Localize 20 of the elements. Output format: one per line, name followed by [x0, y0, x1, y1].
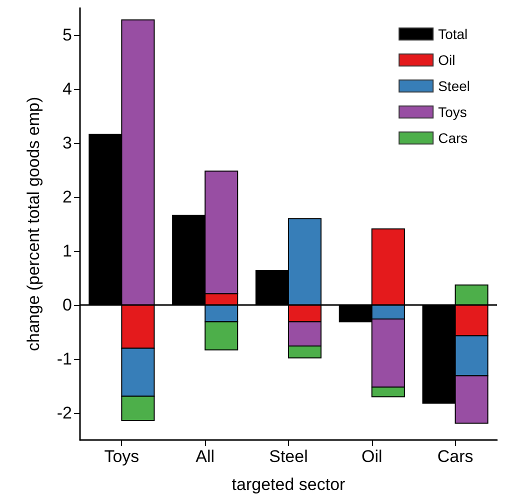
y-tick-label: 2 [62, 188, 72, 206]
legend-label: Oil [438, 52, 456, 68]
legend-label: Total [438, 26, 468, 42]
y-axis-title: change (percent total goods emp) [24, 96, 43, 352]
x-tick-label: Oil [362, 447, 382, 466]
y-tick-label: 0 [62, 296, 72, 314]
x-tick-label: Steel [269, 447, 308, 466]
y-tick-label: 1 [62, 242, 72, 260]
x-tick-label: Toys [104, 447, 140, 466]
y-tick-label: 5 [62, 26, 72, 44]
y-tick-label: 3 [62, 134, 72, 152]
y-tick-label: -2 [56, 404, 72, 422]
legend-label: Steel [438, 78, 470, 94]
y-tick-label: 4 [62, 80, 72, 98]
x-tick-label: Cars [437, 447, 474, 466]
legend-label: Toys [438, 104, 467, 120]
y-tick-label: -1 [56, 350, 72, 368]
x-axis-title: targeted sector [232, 475, 346, 494]
legend-label: Cars [438, 130, 468, 146]
x-tick-label: All [196, 447, 215, 466]
